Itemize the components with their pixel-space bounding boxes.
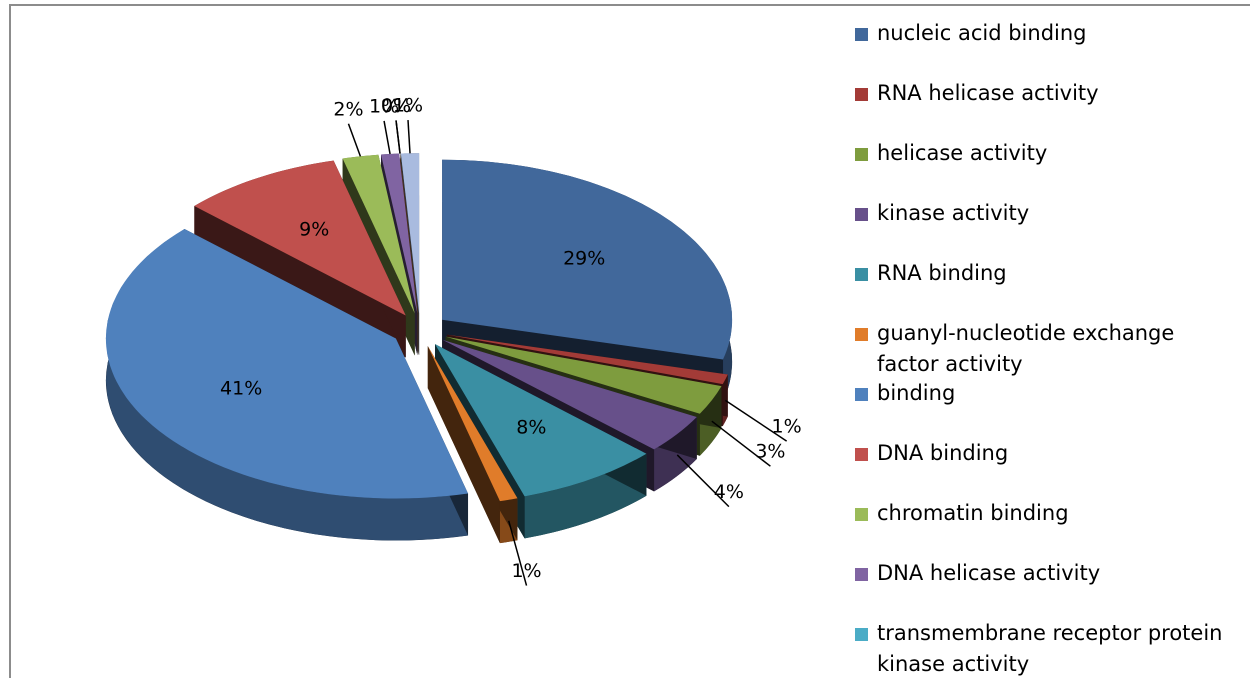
legend-item: RNA helicase activity <box>855 78 1240 138</box>
slice <box>105 229 469 499</box>
data-label: 41% <box>220 378 262 400</box>
legend-swatch <box>855 28 868 41</box>
legend-item: DNA binding <box>855 438 1240 498</box>
slice-group <box>427 346 518 544</box>
slice <box>446 334 728 385</box>
legend-item: nucleic acid binding <box>855 18 1240 78</box>
legend-label: binding <box>877 381 956 405</box>
legend-swatch <box>855 388 868 401</box>
data-label: 1% <box>369 95 399 117</box>
slice <box>427 346 518 502</box>
slice-group <box>105 229 469 541</box>
legend-label: transmembrane receptor protein kinase ac… <box>877 621 1223 676</box>
legend-swatch <box>855 508 868 521</box>
legend-swatch <box>855 88 868 101</box>
leader-line <box>676 454 730 508</box>
data-label: 8% <box>516 416 546 438</box>
data-label: 1% <box>393 95 423 117</box>
legend-label: nucleic acid binding <box>877 21 1087 45</box>
data-label: 2% <box>333 98 363 120</box>
legend-label: helicase activity <box>877 141 1048 165</box>
data-label: 1% <box>772 416 802 438</box>
legend-swatch <box>855 208 868 221</box>
leader-line <box>711 420 771 467</box>
legend-item: DNA helicase activity <box>855 558 1240 618</box>
legend-swatch <box>855 628 868 641</box>
legend-item: helicase activity <box>855 138 1240 198</box>
legend-swatch <box>855 268 868 281</box>
slice <box>400 153 419 314</box>
slice-side <box>427 346 500 544</box>
legend-swatch <box>855 568 868 581</box>
slice <box>445 336 722 414</box>
legend-label: chromatin binding <box>877 501 1069 525</box>
slice <box>435 344 647 497</box>
data-label: 4% <box>714 481 744 503</box>
slice <box>442 339 697 450</box>
legend-swatch <box>855 448 868 461</box>
legend-swatch <box>855 328 868 341</box>
slice <box>400 153 420 314</box>
slice <box>342 154 415 314</box>
data-label: 9% <box>299 219 329 241</box>
legend-label: DNA binding <box>877 441 1009 465</box>
legend: nucleic acid binding RNA helicase activit… <box>855 18 1240 678</box>
chart-frame <box>9 4 1250 678</box>
legend-item: kinase activity <box>855 198 1240 258</box>
legend-label: kinase activity <box>877 201 1030 225</box>
legend-label: guanyl-nucleotide exchange factor activi… <box>877 321 1175 376</box>
legend-label: RNA binding <box>877 261 1007 285</box>
slice-group <box>194 160 406 358</box>
legend-item: chromatin binding <box>855 498 1240 558</box>
slice <box>194 160 406 316</box>
legend-label: RNA helicase activity <box>877 81 1099 105</box>
data-label: 1% <box>511 560 541 582</box>
leader-line <box>407 120 411 154</box>
data-label: 0% <box>381 95 411 117</box>
data-label: 0% <box>381 95 411 117</box>
slice <box>381 153 418 314</box>
slice <box>442 159 733 360</box>
legend-item: transmembrane receptor protein kinase ac… <box>855 618 1240 678</box>
slice-wall <box>105 229 469 541</box>
data-label: 3% <box>755 441 785 463</box>
data-label: 29% <box>563 247 605 269</box>
legend-item: RNA binding <box>855 258 1240 318</box>
legend-label: DNA helicase activity <box>877 561 1101 585</box>
legend-item: guanyl-nucleotide exchange factor activi… <box>855 318 1240 378</box>
legend-item: binding <box>855 378 1240 438</box>
leader-line <box>724 399 788 442</box>
legend-swatch <box>855 148 868 161</box>
leader-line <box>507 520 528 586</box>
leader-line <box>383 120 391 155</box>
leader-line <box>395 120 401 154</box>
leader-line <box>347 123 362 157</box>
